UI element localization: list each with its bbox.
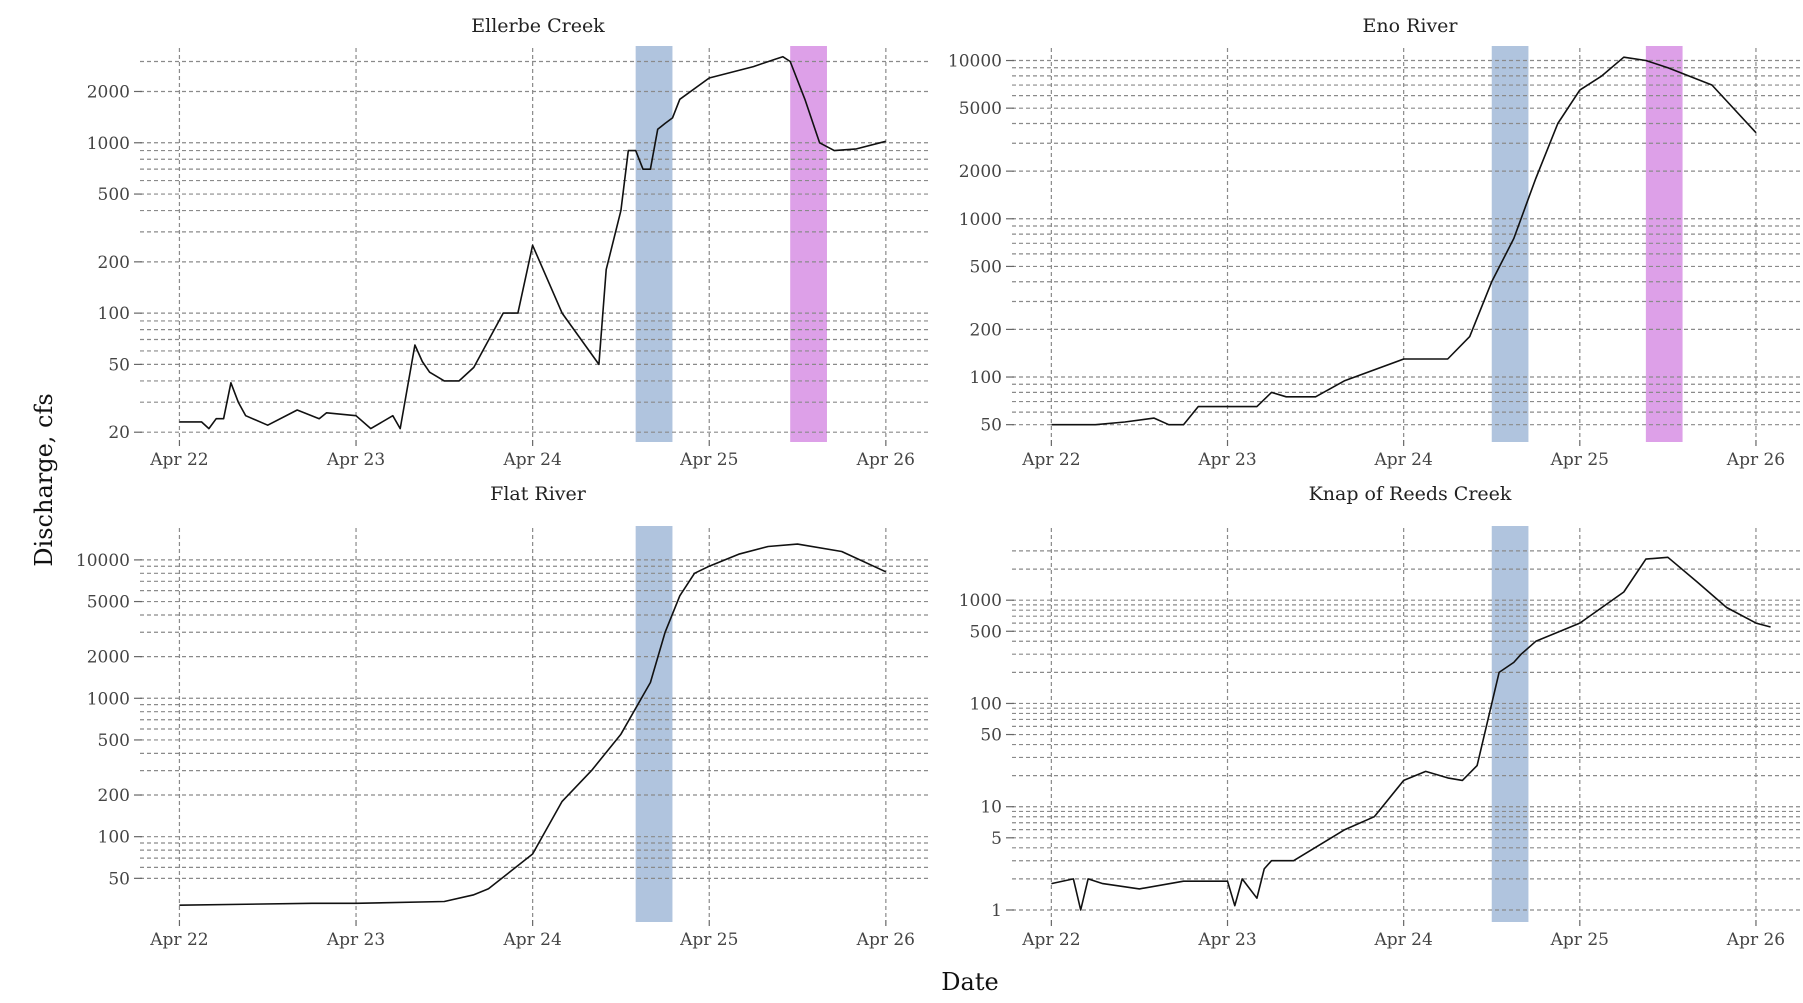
- y-tick-label: 5: [991, 829, 1002, 849]
- y-tick-label: 20: [108, 423, 130, 443]
- y-tick-label: 2000: [87, 648, 130, 668]
- panel-title: Knap of Reeds Creek: [1309, 483, 1512, 505]
- y-tick-label: 5000: [959, 99, 1002, 119]
- x-tick-label: Apr 24: [1373, 930, 1432, 950]
- x-tick-label: Apr 22: [1021, 930, 1080, 950]
- panel-flat-river: Flat River Apr 22 Apr 23 Apr 24 Apr 25 Apr 2…: [76, 483, 930, 950]
- x-tick-label: Apr 22: [149, 450, 208, 470]
- y-tick-label: 50: [980, 416, 1002, 436]
- x-tick-label: Apr 25: [1550, 450, 1609, 470]
- y-tick-label: 200: [970, 320, 1002, 340]
- discharge-line: [179, 543, 887, 906]
- x-tick-label: Apr 24: [502, 450, 561, 470]
- y-tick-label: 50: [108, 355, 130, 375]
- x-tick-label: Apr 24: [502, 930, 561, 950]
- x-tick-label: Apr 25: [679, 930, 738, 950]
- highlight-band-2: [790, 46, 827, 442]
- panel-eno-river: Eno River Apr 22 Apr 23 Apr 24 Apr 25 Apr 26…: [948, 15, 1800, 470]
- x-axis-title: Date: [941, 968, 998, 996]
- y-axis-title: Discharge, cfs: [30, 393, 58, 566]
- x-tick-label: Apr 24: [1373, 450, 1432, 470]
- y-tick-label: 100: [98, 304, 130, 324]
- x-tick-label: Apr 26: [856, 930, 915, 950]
- y-tick-label: 500: [970, 622, 1002, 642]
- x-tick-label: Apr 23: [1197, 930, 1256, 950]
- y-tick-label: 50: [980, 726, 1002, 746]
- y-tick-label: 200: [98, 253, 130, 273]
- y-tick-label: 2000: [87, 82, 130, 102]
- panel-title: Eno River: [1362, 15, 1458, 37]
- y-tick-label: 1000: [959, 210, 1002, 230]
- y-tick-label: 500: [98, 185, 130, 205]
- highlight-band-2: [1645, 46, 1683, 442]
- highlight-band-1: [635, 46, 673, 442]
- discharge-line: [179, 55, 887, 430]
- highlight-band-1: [1491, 526, 1529, 922]
- x-tick-label: Apr 26: [1726, 450, 1785, 470]
- y-tick-label: 10000: [76, 551, 130, 571]
- y-tick-label: 5000: [87, 593, 130, 613]
- y-tick-label: 1: [991, 901, 1002, 921]
- y-tick-label: 1000: [959, 591, 1002, 611]
- y-tick-label: 1000: [87, 689, 130, 709]
- panel-knap-of-reeds-creek: Knap of Reeds Creek Apr 22 Apr 23 Apr 24 Ap…: [959, 483, 1800, 950]
- highlight-band-1: [635, 526, 673, 922]
- panel-title: Flat River: [490, 483, 587, 505]
- highlight-band-1: [1491, 46, 1529, 442]
- y-tick-label: 100: [970, 694, 1002, 714]
- panel-ellerbe-creek: Ellerbe Creek Apr 22 Apr 23 Apr 24 Apr 25 Ap…: [87, 15, 930, 470]
- y-tick-label: 10000: [948, 52, 1002, 72]
- x-tick-label: Apr 23: [1197, 450, 1256, 470]
- y-tick-label: 100: [98, 828, 130, 848]
- x-tick-label: Apr 22: [149, 930, 208, 950]
- x-tick-label: Apr 23: [326, 450, 385, 470]
- y-tick-label: 50: [108, 869, 130, 889]
- discharge-line: [1051, 56, 1757, 426]
- x-tick-label: Apr 26: [856, 450, 915, 470]
- x-tick-label: Apr 25: [679, 450, 738, 470]
- y-tick-label: 500: [970, 257, 1002, 277]
- y-tick-label: 2000: [959, 162, 1002, 182]
- x-tick-label: Apr 22: [1021, 450, 1080, 470]
- discharge-line: [1051, 556, 1771, 911]
- x-tick-label: Apr 26: [1726, 930, 1785, 950]
- y-tick-label: 100: [970, 368, 1002, 388]
- x-tick-label: Apr 23: [326, 930, 385, 950]
- y-tick-label: 1000: [87, 134, 130, 154]
- x-tick-label: Apr 25: [1550, 930, 1609, 950]
- panel-title: Ellerbe Creek: [471, 15, 605, 37]
- y-tick-label: 200: [98, 786, 130, 806]
- y-tick-label: 10: [980, 798, 1002, 818]
- y-tick-label: 500: [98, 731, 130, 751]
